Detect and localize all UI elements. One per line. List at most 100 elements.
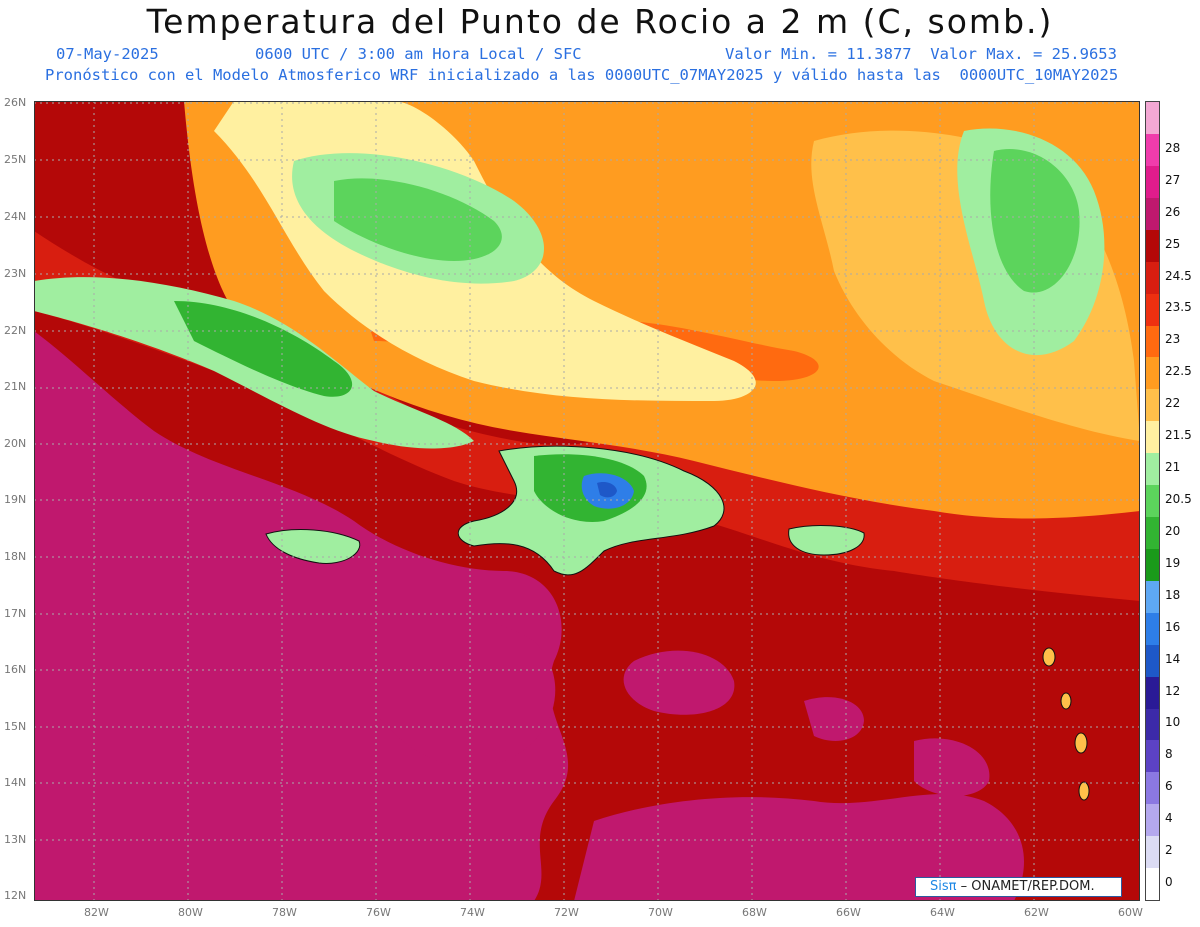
lat-label: 25N <box>4 153 27 166</box>
graticule <box>34 101 1140 901</box>
colorbar-level-label: 8 <box>1165 747 1173 762</box>
colorbar-segment <box>1146 516 1159 549</box>
lon-label: 70W <box>648 906 673 919</box>
lon-label: 68W <box>742 906 767 919</box>
green-cuba-dark <box>174 301 353 397</box>
dewpoint-map <box>34 101 1140 901</box>
lat-label: 17N <box>4 607 27 620</box>
map-frame <box>34 101 1140 901</box>
lon-label: 76W <box>366 906 391 919</box>
colorbar-level-label: 23 <box>1165 332 1181 347</box>
colorbar-segment <box>1146 133 1159 166</box>
magenta-south-central <box>364 610 556 768</box>
lat-label: 24N <box>4 210 27 223</box>
model-description: Pronóstico con el Modelo Atmosferico WRF… <box>45 66 1119 84</box>
lon-label: 74W <box>460 906 485 919</box>
green-atlantic-east-dark <box>990 149 1080 293</box>
colorbar-level-label: 0 <box>1165 875 1173 890</box>
colorbar-segment <box>1146 676 1159 709</box>
min-max-values: Valor Min. = 11.3877 Valor Max. = 25.965… <box>725 45 1117 63</box>
colorbar-level-label: 14 <box>1165 651 1181 666</box>
hispaniola-darkblue <box>597 481 617 498</box>
jamaica <box>265 529 361 564</box>
colorbar-segment <box>1146 325 1159 358</box>
colorbar-level-label: 21 <box>1165 460 1181 475</box>
map-title: Temperatura del Punto de Rocio a 2 m (C,… <box>146 2 1054 41</box>
colorbar-segment <box>1146 453 1159 486</box>
colorbar-level-label: 2 <box>1165 843 1173 858</box>
colorbar-level-label: 21.5 <box>1165 428 1192 443</box>
lat-label: 20N <box>4 437 27 450</box>
colorbar-level-label: 12 <box>1165 683 1181 698</box>
colorbar-level-label: 23.5 <box>1165 300 1192 315</box>
colorbar-segment <box>1146 102 1159 134</box>
colorbar-segment <box>1146 389 1159 422</box>
colorbar-level-label: 10 <box>1165 715 1181 730</box>
lat-label: 13N <box>4 833 27 846</box>
colorbar-segment <box>1146 197 1159 230</box>
colorbar-level-label: 16 <box>1165 619 1181 634</box>
credit-org: – ONAMET/REP.DOM. <box>956 879 1095 894</box>
colorbar-level-label: 28 <box>1165 140 1181 155</box>
lon-label: 80W <box>178 906 203 919</box>
lat-label: 26N <box>4 96 27 109</box>
colorbar-segment <box>1146 868 1159 901</box>
antilles-2 <box>1060 692 1072 710</box>
puerto-rico <box>788 525 865 556</box>
colorbar-level-label: 22.5 <box>1165 364 1192 379</box>
colorbar-level-label: 6 <box>1165 779 1173 794</box>
lon-label: 82W <box>84 906 109 919</box>
colorbar-segment <box>1146 293 1159 326</box>
magenta-south-east <box>574 793 1024 901</box>
colorbar-level-label: 26 <box>1165 204 1181 219</box>
lon-label: 60W <box>1118 906 1143 919</box>
lat-label: 16N <box>4 663 27 676</box>
magenta-blob-3 <box>914 738 990 796</box>
colorbar-segment <box>1146 644 1159 677</box>
colorbar-segment <box>1146 485 1159 518</box>
lat-label: 23N <box>4 267 27 280</box>
colorbar-segment <box>1146 229 1159 262</box>
red-band-north <box>34 231 1140 601</box>
lat-label: 21N <box>4 380 27 393</box>
antilles-3 <box>1074 732 1088 754</box>
colorbar-segment <box>1146 421 1159 454</box>
lon-label: 62W <box>1024 906 1049 919</box>
lon-label: 72W <box>554 906 579 919</box>
lon-label: 78W <box>272 906 297 919</box>
colorbar-segment <box>1146 580 1159 613</box>
credit-brand: Sisπ <box>930 879 957 894</box>
colorbar-segment <box>1146 165 1159 198</box>
lat-label: 15N <box>4 720 27 733</box>
lon-label: 66W <box>836 906 861 919</box>
magenta-blob-1 <box>623 650 735 715</box>
colorbar-level-label: 27 <box>1165 172 1181 187</box>
colorbar-level-label: 20.5 <box>1165 492 1192 506</box>
colorbar-segment <box>1146 804 1159 837</box>
colorbar-level-label: 18 <box>1165 587 1181 602</box>
credit-box: Sisπ – ONAMET/REP.DOM. <box>915 877 1122 897</box>
antilles-4 <box>1078 781 1090 801</box>
lat-label: 14N <box>4 776 27 789</box>
colorbar-segment <box>1146 548 1159 581</box>
antilles-1 <box>1042 647 1056 667</box>
lon-label: 64W <box>930 906 955 919</box>
colorbar-segment <box>1146 740 1159 773</box>
colorbar-segment <box>1146 261 1159 294</box>
lat-label: 19N <box>4 493 27 506</box>
colorbar-level-label: 19 <box>1165 555 1181 570</box>
magenta-blob-2 <box>804 697 864 741</box>
colorbar-level-label: 24.5 <box>1165 268 1192 283</box>
forecast-date: 07-May-2025 <box>56 45 159 63</box>
colorbar-level-label: 22 <box>1165 396 1181 411</box>
colorbar-segment <box>1146 357 1159 390</box>
colorbar-level-label: 4 <box>1165 811 1173 826</box>
colorbar-segment <box>1146 708 1159 741</box>
colorbar-level-label: 20 <box>1165 523 1181 538</box>
colorbar-segment <box>1146 772 1159 805</box>
forecast-time: 0600 UTC / 3:00 am Hora Local / SFC <box>255 45 582 63</box>
lat-label: 12N <box>4 889 27 902</box>
lat-label: 22N <box>4 324 27 337</box>
colorbar-segment <box>1146 612 1159 645</box>
colorbar <box>1145 101 1160 901</box>
